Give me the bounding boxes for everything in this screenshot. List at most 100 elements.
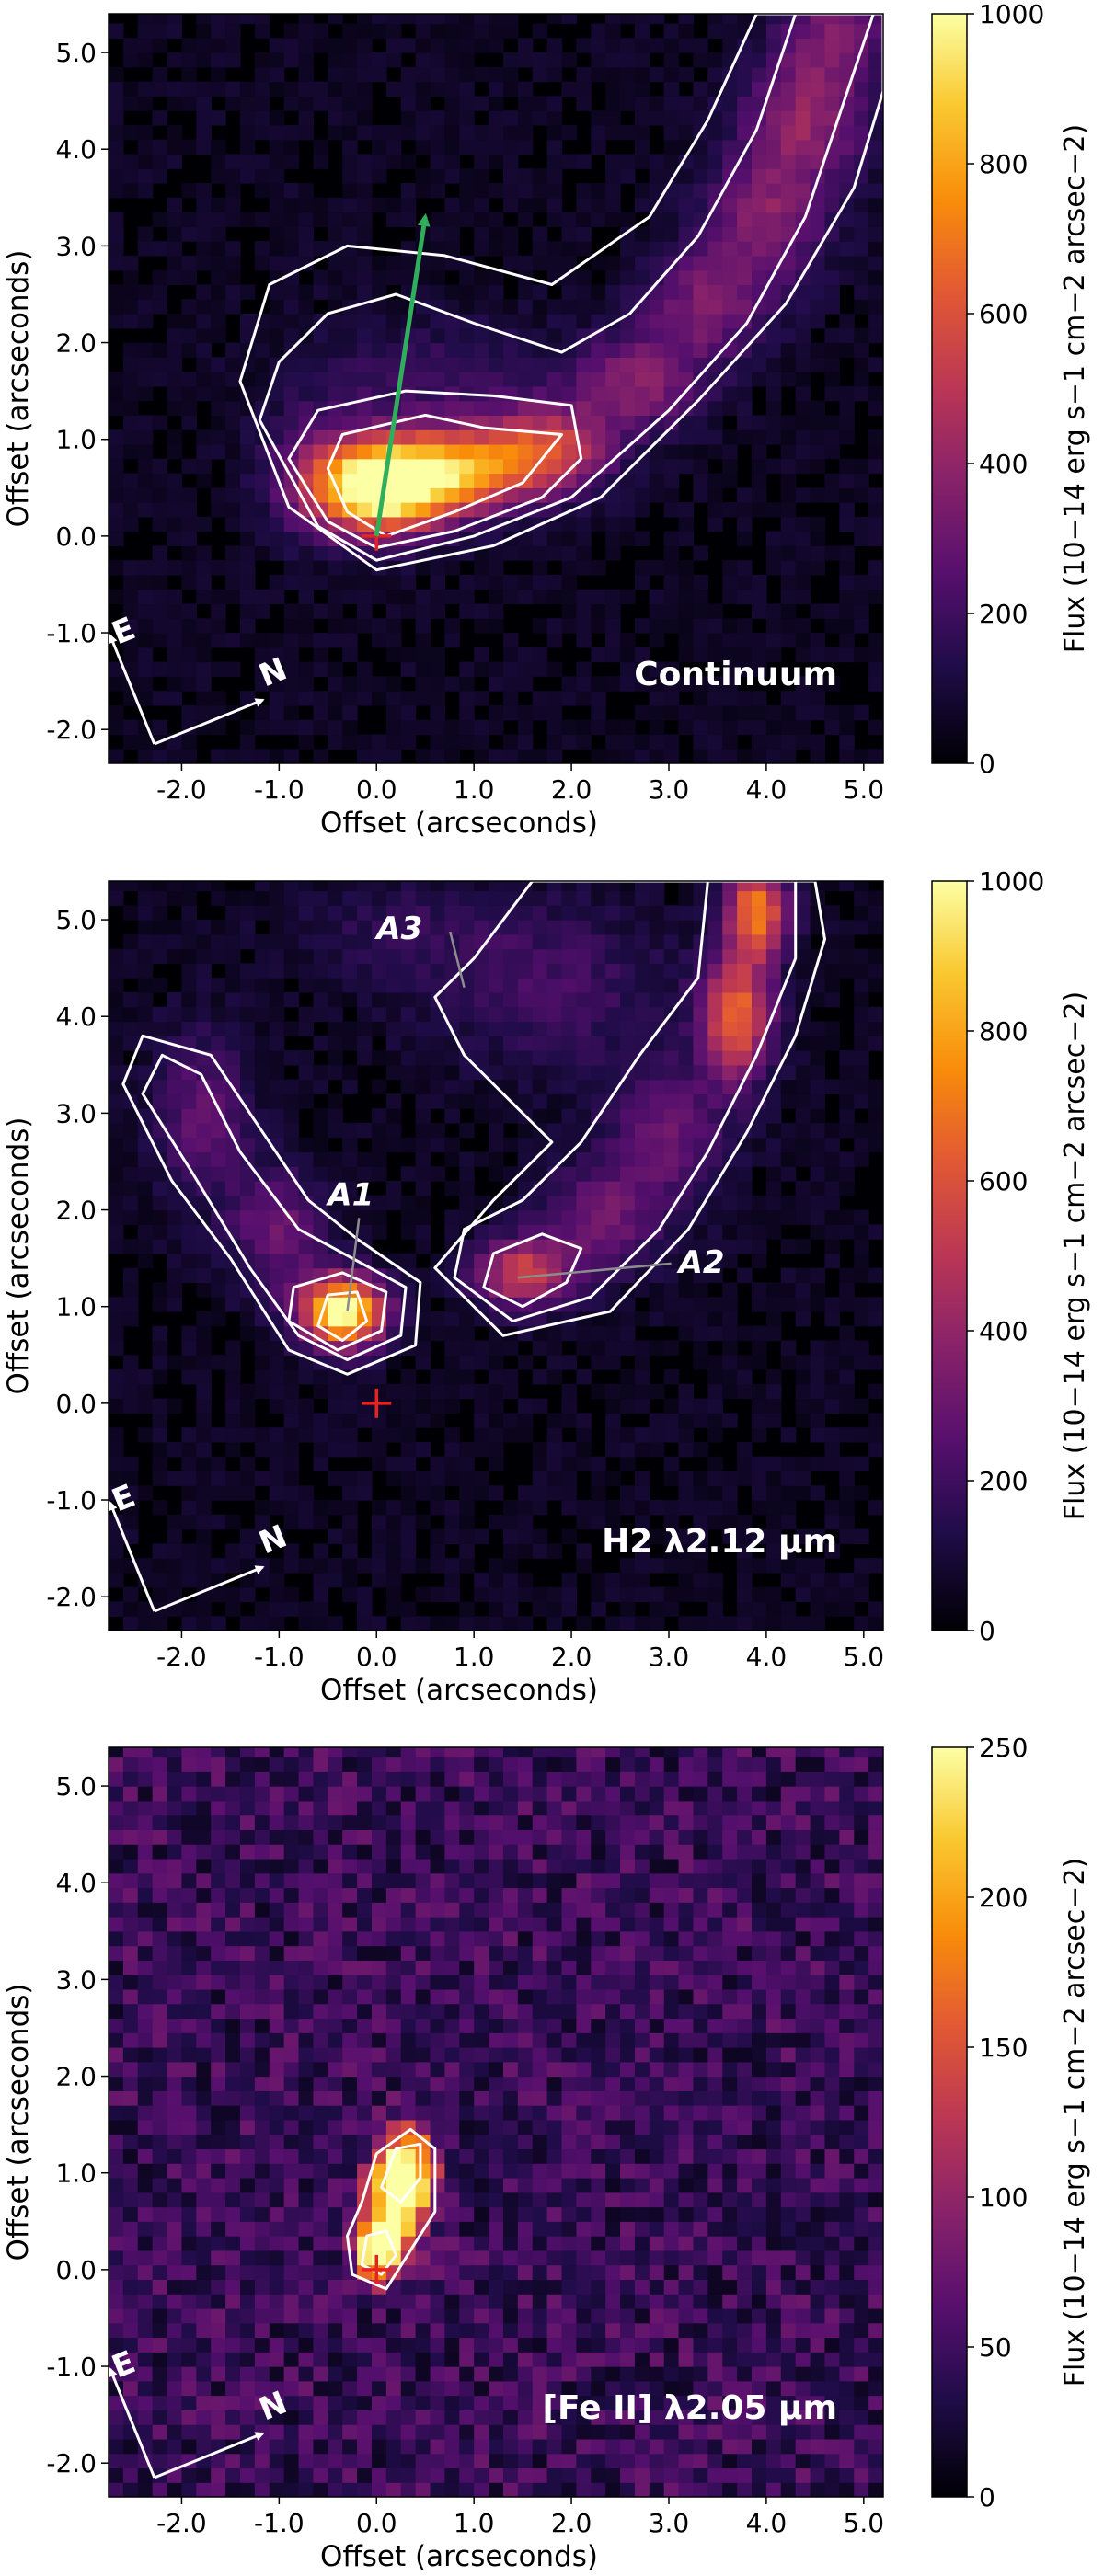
heatmap-pixel (561, 1093, 577, 1109)
colorbar-tick-label: 0 (979, 1616, 995, 1646)
heatmap-pixel (868, 574, 883, 590)
heatmap-pixel (517, 429, 534, 445)
heatmap-pixel (313, 1369, 328, 1385)
heatmap-pixel (780, 704, 797, 721)
x-tick-label: 4.0 (746, 1642, 788, 1672)
heatmap-pixel (415, 749, 431, 763)
heatmap-pixel (298, 357, 315, 372)
heatmap-pixel (357, 991, 373, 1008)
heatmap-pixel (591, 1181, 606, 1196)
heatmap-pixel (196, 1253, 212, 1269)
heatmap-pixel (605, 647, 621, 663)
heatmap-pixel (591, 704, 606, 721)
heatmap-pixel (576, 1427, 592, 1443)
y-tick-label: 5.0 (55, 38, 97, 68)
heatmap-pixel (254, 2467, 270, 2483)
heatmap-pixel (122, 1108, 139, 1124)
heatmap-pixel (722, 255, 738, 271)
heatmap-pixel (489, 443, 504, 460)
heatmap-pixel (765, 241, 782, 257)
heatmap-pixel (181, 1572, 197, 1588)
heatmap-pixel (620, 719, 636, 736)
heatmap-pixel (459, 1036, 475, 1051)
heatmap-pixel (693, 920, 708, 935)
heatmap-pixel (342, 458, 358, 475)
heatmap-pixel (313, 574, 328, 590)
heatmap-pixel (196, 1064, 212, 1081)
heatmap-pixel (122, 633, 139, 648)
heatmap-pixel (605, 1311, 621, 1327)
heatmap-pixel (474, 1050, 489, 1066)
heatmap-pixel (546, 749, 563, 763)
heatmap-pixel (152, 284, 168, 300)
heatmap-pixel (342, 2395, 358, 2410)
heatmap-pixel (474, 1413, 489, 1428)
heatmap-pixel (137, 139, 154, 155)
heatmap-pixel (328, 2467, 343, 2483)
heatmap-pixel (167, 2395, 183, 2410)
y-tick-label: 2.0 (55, 328, 97, 359)
heatmap-pixel (137, 415, 154, 430)
heatmap-pixel (489, 948, 504, 964)
heatmap-pixel (371, 1427, 387, 1443)
heatmap-pixel (561, 473, 577, 488)
heatmap-pixel (854, 255, 869, 271)
heatmap-pixel (561, 618, 577, 634)
heatmap-pixel (298, 920, 315, 935)
heatmap-pixel (517, 978, 534, 993)
heatmap-pixel (634, 1006, 650, 1023)
heatmap-pixel (737, 385, 753, 402)
heatmap-pixel (868, 2482, 883, 2497)
heatmap-pixel (765, 1282, 782, 1298)
heatmap-pixel (780, 948, 797, 964)
heatmap-pixel (752, 978, 767, 993)
heatmap-pixel (298, 2467, 315, 2483)
heatmap-pixel (752, 357, 767, 372)
heatmap-pixel (254, 1239, 270, 1254)
heatmap-pixel (824, 38, 840, 53)
heatmap-pixel (211, 487, 226, 503)
heatmap-pixel (211, 1079, 226, 1094)
heatmap-pixel (225, 487, 241, 503)
heatmap-pixel (752, 1151, 767, 1167)
heatmap-pixel (137, 81, 154, 97)
heatmap-pixel (663, 749, 680, 763)
heatmap-pixel (328, 1006, 343, 1023)
heatmap-pixel (620, 385, 636, 402)
heatmap-pixel (663, 502, 680, 518)
heatmap-pixel (196, 52, 212, 68)
heatmap-pixel (109, 2438, 124, 2455)
heatmap-pixel (357, 1282, 373, 1298)
heatmap-pixel (824, 487, 840, 503)
heatmap-pixel (489, 2453, 504, 2469)
heatmap-pixel (839, 342, 855, 358)
heatmap-pixel (357, 1441, 373, 1458)
heatmap-pixel (444, 1093, 460, 1109)
heatmap-pixel (211, 429, 226, 445)
heatmap-pixel (489, 890, 504, 906)
heatmap-pixel (430, 676, 445, 692)
heatmap-pixel (576, 1064, 592, 1081)
heatmap-pixel (444, 1456, 460, 1472)
heatmap-pixel (474, 691, 489, 706)
heatmap-pixel (211, 38, 226, 53)
heatmap-pixel (298, 2453, 315, 2469)
heatmap-pixel (810, 443, 826, 460)
heatmap-pixel (371, 154, 387, 169)
heatmap-pixel (225, 1021, 241, 1036)
heatmap-pixel (415, 2424, 431, 2440)
heatmap-pixel (839, 1586, 855, 1603)
heatmap-pixel (239, 991, 256, 1008)
heatmap-pixel (868, 183, 883, 199)
heatmap-pixel (591, 881, 606, 892)
heatmap-pixel (502, 342, 519, 358)
heatmap-pixel (474, 342, 489, 358)
heatmap-pixel (474, 1079, 489, 1094)
heatmap-pixel (591, 2424, 606, 2440)
heatmap-pixel (489, 574, 504, 590)
heatmap-pixel (605, 1253, 621, 1269)
heatmap-pixel (298, 603, 315, 619)
heatmap-pixel (576, 66, 592, 83)
heatmap-pixel (591, 372, 606, 387)
heatmap-pixel (765, 1383, 782, 1400)
